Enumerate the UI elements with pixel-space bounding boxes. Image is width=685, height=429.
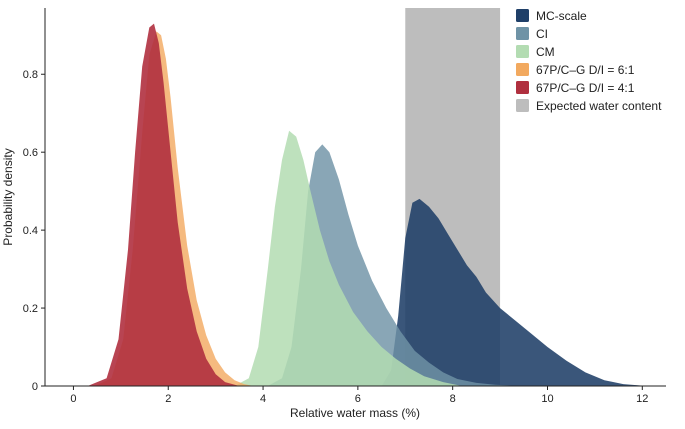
y-tick-label: 0.8 xyxy=(23,69,38,81)
legend-label-ci: CI xyxy=(536,27,548,41)
area-cm xyxy=(234,130,463,386)
x-tick-label: 4 xyxy=(260,393,266,405)
legend: MC-scale CI CM 67P/C–G D/I = 6:1 67P/C–G D/I… xyxy=(516,9,662,113)
x-tick-label: 0 xyxy=(70,393,76,405)
axes-layer xyxy=(44,8,666,387)
legend-swatch-mc-scale xyxy=(516,9,529,22)
x-axis-label: Relative water mass (%) xyxy=(290,406,420,420)
area-mc-scale xyxy=(381,198,657,386)
y-ticks: 0 0.2 0.4 0.6 0.8 xyxy=(23,69,45,393)
legend-swatch-cm xyxy=(516,45,529,58)
x-tick-label: 8 xyxy=(450,393,456,405)
y-axis-label: Probability density xyxy=(1,148,15,245)
legend-label-67p-c-g-d-i-4-1: 67P/C–G D/I = 4:1 xyxy=(536,81,635,95)
x-tick-label: 12 xyxy=(636,393,648,405)
x-ticks: 0 2 4 6 8 10 12 xyxy=(70,386,648,405)
legend-swatch-67p-c-g-d-i-6-1 xyxy=(516,63,529,76)
y-tick-label: 0.4 xyxy=(23,225,38,237)
x-tick-label: 2 xyxy=(165,393,171,405)
y-tick-label: 0.6 xyxy=(23,147,38,159)
x-tick-label: 6 xyxy=(355,393,361,405)
legend-swatch-expected-water-content xyxy=(516,99,529,112)
area-67p-c-g-d-i-4-1 xyxy=(87,23,240,386)
legend-label-67p-c-g-d-i-6-1: 67P/C–G D/I = 6:1 xyxy=(536,63,635,77)
y-tick-label: 0 xyxy=(32,381,38,393)
legend-swatch-ci xyxy=(516,27,529,40)
legend-label-expected-water-content: Expected water content xyxy=(536,99,662,113)
series-layer xyxy=(87,23,657,387)
y-tick-label: 0.2 xyxy=(23,303,38,315)
legend-label-mc-scale: MC-scale xyxy=(536,9,587,23)
legend-swatch-67p-c-g-d-i-4-1 xyxy=(516,81,529,94)
legend-label-cm: CM xyxy=(536,45,555,59)
x-tick-label: 10 xyxy=(541,393,553,405)
